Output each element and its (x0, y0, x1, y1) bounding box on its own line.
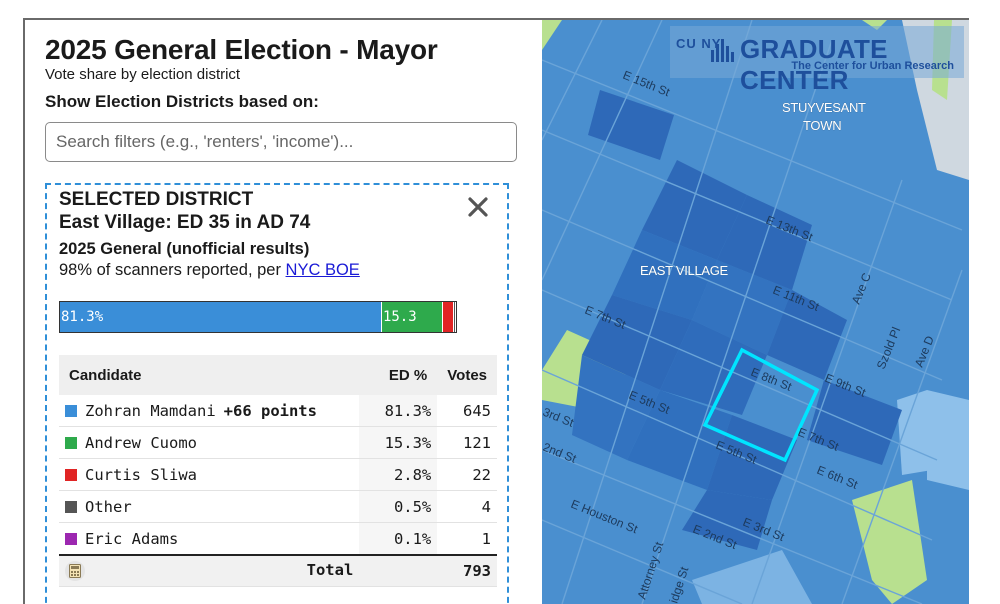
calculator-icon (65, 561, 85, 581)
candidate-color-swatch (65, 533, 77, 545)
results-table: Candidate ED % Votes Zohran Mamdani +66 p… (59, 355, 497, 587)
table-row[interactable]: Curtis Sliwa 2.8%22 (59, 459, 497, 491)
street-label: Szold Pl (874, 325, 903, 371)
page-title: 2025 General Election - Mayor (45, 34, 438, 66)
header-ed-pct[interactable]: ED % (359, 355, 437, 395)
selected-district-heading: SELECTED DISTRICT (59, 188, 310, 211)
page-subtitle: Vote share by election district (45, 66, 240, 83)
candidate-name: Eric Adams (85, 530, 178, 548)
selected-district-card: SELECTED DISTRICT East Village: ED 35 in… (45, 183, 509, 604)
area-label: EAST VILLAGE (640, 263, 729, 278)
total-label: Total (307, 561, 354, 579)
total-pct-cell (359, 555, 437, 587)
street-label: idge St (667, 564, 692, 604)
vote-bar-segment: 15.3 (382, 302, 443, 332)
district-dark (588, 90, 674, 160)
search-filters-input[interactable] (45, 122, 517, 162)
table-row[interactable]: Eric Adams 0.1%1 (59, 523, 497, 556)
candidate-pct: 2.8% (359, 459, 437, 491)
candidate-name: Curtis Sliwa (85, 466, 197, 484)
candidate-cell: Other (59, 491, 359, 523)
reported-text: 98% of scanners reported, per (59, 261, 286, 279)
candidate-cell: Zohran Mamdani +66 points (59, 395, 359, 427)
map-canvas[interactable]: E 15th St E 13th St E 11th St E 9th St E… (542, 20, 969, 604)
street-label: E 8th St (749, 365, 794, 394)
candidate-votes: 1 (437, 523, 497, 556)
candidate-pct: 81.3% (359, 395, 437, 427)
park-area (852, 480, 927, 604)
header-candidate[interactable]: Candidate (59, 355, 359, 395)
side-panel: 2025 General Election - Mayor Vote share… (25, 20, 542, 604)
district-light (927, 390, 969, 490)
district-light (692, 550, 812, 604)
lead-margin: +66 points (224, 402, 317, 420)
candidate-color-swatch (65, 437, 77, 449)
candidate-votes: 121 (437, 427, 497, 459)
table-row[interactable]: Other 0.5%4 (59, 491, 497, 523)
table-row[interactable]: Zohran Mamdani +66 points 81.3%645 (59, 395, 497, 427)
candidate-name: Other (85, 498, 132, 516)
total-votes: 793 (437, 555, 497, 587)
table-row[interactable]: Andrew Cuomo 15.3%121 (59, 427, 497, 459)
election-map[interactable]: E 15th St E 13th St E 11th St E 9th St E… (542, 20, 969, 604)
street-label: E 6th St (815, 463, 860, 492)
candidate-cell: Curtis Sliwa (59, 459, 359, 491)
street-label: 2nd St (542, 440, 579, 466)
results-title: 2025 General (unofficial results) (59, 240, 309, 259)
area-label: TOWN (803, 118, 841, 133)
candidate-color-swatch (65, 469, 77, 481)
total-row: Total 793 (59, 555, 497, 587)
selected-district-name: East Village: ED 35 in AD 74 (59, 211, 310, 234)
candidate-color-swatch (65, 405, 77, 417)
table-header-row: Candidate ED % Votes (59, 355, 497, 395)
candidate-pct: 0.5% (359, 491, 437, 523)
candidate-votes: 4 (437, 491, 497, 523)
park-area (542, 20, 562, 50)
candidate-votes: 645 (437, 395, 497, 427)
street-label: Ave C (849, 270, 874, 306)
candidate-votes: 22 (437, 459, 497, 491)
area-label: STUYVESANT (782, 100, 866, 115)
vote-bar-segment: 81.3% (60, 302, 382, 332)
bars-logo-icon (710, 36, 736, 62)
candidate-name: Andrew Cuomo (85, 434, 197, 452)
candidate-pct: 0.1% (359, 523, 437, 556)
logo-sub-text: The Center for Urban Research (791, 60, 954, 72)
candidate-cell: Eric Adams (59, 523, 359, 556)
nyc-boe-link[interactable]: NYC BOE (286, 261, 360, 279)
selected-district-header: SELECTED DISTRICT East Village: ED 35 in… (59, 188, 310, 234)
header-votes[interactable]: Votes (437, 355, 497, 395)
close-icon (466, 195, 490, 219)
total-label-cell: Total (59, 555, 359, 587)
graduate-center-logo: CU NY GRADUATE CENTER The Center for Urb… (670, 26, 964, 78)
vote-bar-label: 15.3 (383, 309, 417, 325)
street-label: 3rd St (542, 405, 576, 430)
vote-bar-segment (443, 302, 454, 332)
vote-share-bar: 81.3% 15.3 (59, 301, 457, 333)
candidate-cell: Andrew Cuomo (59, 427, 359, 459)
candidate-color-swatch (65, 501, 77, 513)
close-button[interactable] (466, 195, 490, 219)
vote-bar-label: 81.3% (61, 309, 103, 325)
candidate-name: Zohran Mamdani (85, 402, 216, 420)
reported-status: 98% of scanners reported, per NYC BOE (59, 261, 360, 280)
app-frame: 2025 General Election - Mayor Vote share… (23, 18, 969, 604)
street-label: E Houston St (569, 497, 640, 537)
filter-label: Show Election Districts based on: (45, 92, 319, 112)
candidate-pct: 15.3% (359, 427, 437, 459)
